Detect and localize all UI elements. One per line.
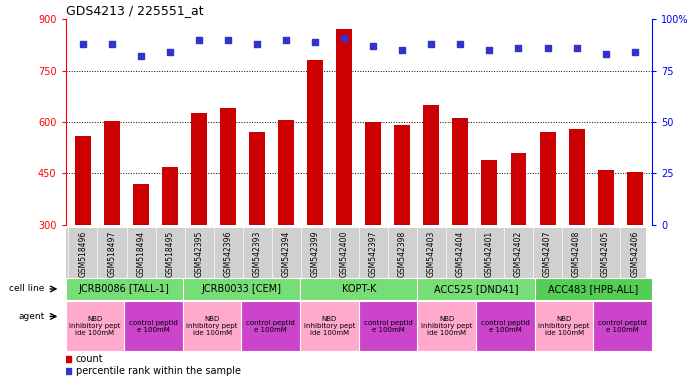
Text: control peptid
e 100mM: control peptid e 100mM	[598, 320, 647, 333]
Text: GSM542400: GSM542400	[339, 231, 348, 277]
Point	[223, 37, 234, 43]
Point	[629, 49, 640, 55]
Bar	[424, 105, 440, 225]
Text: count: count	[76, 354, 104, 364]
Point	[368, 43, 379, 49]
Text: GDS4213 / 225551_at: GDS4213 / 225551_at	[66, 3, 203, 17]
Bar	[249, 132, 265, 225]
Bar	[162, 167, 178, 225]
Bar	[278, 120, 294, 225]
Text: control peptid
e 100mM: control peptid e 100mM	[481, 320, 530, 333]
Text: GSM542398: GSM542398	[398, 231, 407, 277]
Bar	[540, 132, 555, 225]
Point	[252, 41, 263, 47]
Bar	[104, 121, 120, 225]
Text: GSM542402: GSM542402	[514, 231, 523, 277]
Text: ACC525 [DND41]: ACC525 [DND41]	[434, 284, 518, 294]
Point	[310, 39, 321, 45]
Bar	[191, 113, 207, 225]
Text: GSM542403: GSM542403	[427, 231, 436, 277]
Text: ACC483 [HPB-ALL]: ACC483 [HPB-ALL]	[549, 284, 638, 294]
Point	[135, 53, 146, 59]
Bar	[627, 172, 642, 225]
Point	[397, 47, 408, 53]
Text: JCRB0033 [CEM]: JCRB0033 [CEM]	[201, 284, 282, 294]
Text: GSM518497: GSM518497	[108, 231, 117, 277]
Text: KOPT-K: KOPT-K	[342, 284, 376, 294]
Text: GSM542405: GSM542405	[601, 231, 610, 277]
Bar	[365, 122, 382, 225]
Text: control peptid
e 100mM: control peptid e 100mM	[364, 320, 413, 333]
Bar	[598, 170, 613, 225]
Text: GSM542395: GSM542395	[195, 231, 204, 277]
Text: NBD
inhibitory pept
ide 100mM: NBD inhibitory pept ide 100mM	[421, 316, 473, 336]
Bar	[307, 60, 323, 225]
Text: NBD
inhibitory pept
ide 100mM: NBD inhibitory pept ide 100mM	[538, 316, 590, 336]
Point	[339, 35, 350, 41]
Bar	[569, 129, 584, 225]
Text: GSM542397: GSM542397	[369, 231, 378, 277]
Text: NBD
inhibitory pept
ide 100mM: NBD inhibitory pept ide 100mM	[186, 316, 238, 336]
Bar	[482, 160, 497, 225]
Text: GSM542399: GSM542399	[310, 231, 319, 277]
Bar	[133, 184, 149, 225]
Text: GSM542406: GSM542406	[630, 231, 639, 277]
Point	[484, 47, 495, 53]
Text: GSM542396: GSM542396	[224, 231, 233, 277]
Bar	[75, 136, 91, 225]
Point	[281, 37, 292, 43]
Text: control peptid
e 100mM: control peptid e 100mM	[129, 320, 178, 333]
Text: GSM542408: GSM542408	[572, 231, 581, 277]
Text: GSM542401: GSM542401	[485, 231, 494, 277]
Text: GSM518495: GSM518495	[166, 231, 175, 277]
Bar	[511, 153, 526, 225]
Text: cell line: cell line	[9, 285, 45, 293]
Bar	[453, 119, 469, 225]
Point	[542, 45, 553, 51]
Point	[455, 41, 466, 47]
Text: control peptid
e 100mM: control peptid e 100mM	[246, 320, 295, 333]
Text: NBD
inhibitory pept
ide 100mM: NBD inhibitory pept ide 100mM	[69, 316, 121, 336]
Text: GSM542407: GSM542407	[543, 231, 552, 277]
Text: agent: agent	[19, 312, 45, 321]
Point	[77, 41, 88, 47]
Bar	[395, 125, 411, 225]
Text: GSM518494: GSM518494	[137, 231, 146, 277]
Text: GSM542393: GSM542393	[253, 231, 262, 277]
Text: NBD
inhibitory pept
ide 100mM: NBD inhibitory pept ide 100mM	[304, 316, 355, 336]
Point	[600, 51, 611, 57]
Point	[513, 45, 524, 51]
Point	[571, 45, 582, 51]
Bar	[336, 30, 353, 225]
Point	[106, 41, 117, 47]
Point	[164, 49, 175, 55]
Point	[194, 37, 205, 43]
Text: GSM518496: GSM518496	[79, 231, 88, 277]
Text: GSM542404: GSM542404	[456, 231, 465, 277]
Point	[426, 41, 437, 47]
Bar	[220, 108, 236, 225]
Text: JCRB0086 [TALL-1]: JCRB0086 [TALL-1]	[79, 284, 170, 294]
Text: percentile rank within the sample: percentile rank within the sample	[76, 366, 241, 376]
Text: GSM542394: GSM542394	[282, 231, 290, 277]
